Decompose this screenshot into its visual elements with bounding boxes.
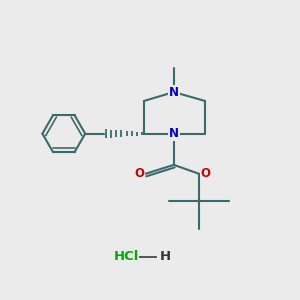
Text: O: O [201, 167, 211, 180]
Text: O: O [134, 167, 144, 180]
Text: HCl: HCl [113, 250, 139, 263]
Text: H: H [159, 250, 170, 263]
Text: N: N [169, 85, 179, 98]
Text: N: N [169, 127, 179, 140]
